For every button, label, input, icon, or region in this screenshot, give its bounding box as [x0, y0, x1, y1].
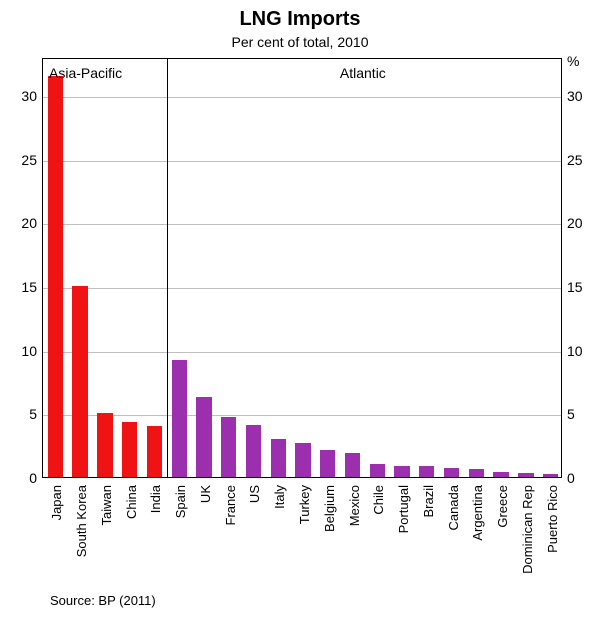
gridline: [43, 161, 561, 162]
y-axis-unit-label: %: [561, 53, 579, 69]
bar: [493, 472, 508, 477]
ytick-left: 25: [21, 152, 43, 168]
gridline: [43, 288, 561, 289]
group-label-asia-pacific: Asia-Pacific: [49, 65, 122, 81]
x-axis-label: Taiwan: [99, 485, 114, 525]
bar: [147, 426, 162, 477]
bar: [394, 466, 409, 477]
x-axis-label: Chile: [371, 485, 386, 515]
plot-area: 005510101515202025253030%JapanSouth Kore…: [42, 58, 562, 478]
chart-subtitle: Per cent of total, 2010: [0, 34, 600, 50]
x-axis-label: Turkey: [297, 485, 312, 524]
bar: [246, 425, 261, 477]
bar: [518, 473, 533, 477]
x-axis-label: Brazil: [421, 485, 436, 518]
ytick-left: 0: [29, 470, 43, 486]
region-divider: [167, 59, 168, 477]
group-label-atlantic: Atlantic: [340, 65, 386, 81]
source-text: Source: BP (2011): [50, 593, 156, 608]
x-axis-label: Mexico: [347, 485, 362, 526]
x-axis-label: China: [124, 485, 139, 519]
bar: [419, 466, 434, 477]
bar: [469, 469, 484, 477]
x-axis-label: Italy: [272, 485, 287, 509]
bar: [122, 422, 137, 477]
bar: [320, 450, 335, 477]
ytick-left: 10: [21, 343, 43, 359]
x-axis-label: Portugal: [396, 485, 411, 533]
x-axis-label: South Korea: [74, 485, 89, 557]
ytick-right: 5: [561, 406, 575, 422]
ytick-right: 0: [561, 470, 575, 486]
gridline: [43, 97, 561, 98]
bar: [345, 453, 360, 477]
ytick-left: 20: [21, 215, 43, 231]
bar: [295, 443, 310, 477]
bar: [271, 439, 286, 477]
ytick-left: 15: [21, 279, 43, 295]
x-axis-label: Belgium: [322, 485, 337, 532]
x-axis-label: Spain: [173, 485, 188, 518]
bar: [543, 474, 558, 477]
bar: [221, 417, 236, 477]
ytick-left: 5: [29, 406, 43, 422]
chart-title: LNG Imports: [0, 8, 600, 31]
bar: [172, 360, 187, 477]
lng-imports-chart: LNG Imports Per cent of total, 2010 0055…: [0, 0, 600, 618]
x-axis-label: India: [148, 485, 163, 513]
bar: [444, 468, 459, 477]
x-axis-label: Dominican Rep: [520, 485, 535, 574]
x-axis-label: Puerto Rico: [545, 485, 560, 553]
bar: [72, 286, 87, 477]
bar: [48, 76, 63, 477]
x-axis-label: Argentina: [470, 485, 485, 541]
ytick-right: 20: [561, 215, 583, 231]
ytick-right: 25: [561, 152, 583, 168]
ytick-right: 30: [561, 88, 583, 104]
bar: [196, 397, 211, 477]
x-axis-label: Japan: [49, 485, 64, 520]
x-axis-label: Canada: [446, 485, 461, 531]
ytick-right: 15: [561, 279, 583, 295]
x-axis-label: France: [223, 485, 238, 525]
bar: [97, 413, 112, 477]
gridline: [43, 415, 561, 416]
gridline: [43, 224, 561, 225]
x-axis-label: Greece: [495, 485, 510, 528]
bar: [370, 464, 385, 477]
ytick-left: 30: [21, 88, 43, 104]
x-axis-label: UK: [198, 485, 213, 503]
gridline: [43, 352, 561, 353]
ytick-right: 10: [561, 343, 583, 359]
x-axis-label: US: [247, 485, 262, 503]
